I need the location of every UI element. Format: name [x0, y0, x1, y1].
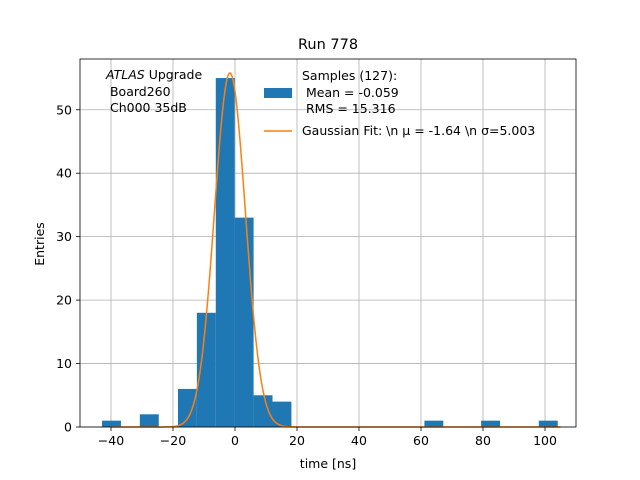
x-tick-label: 40 [351, 433, 367, 448]
chart-title: Run 778 [298, 37, 358, 53]
legend-histogram-line-2: Mean = -0.059 [302, 85, 399, 100]
annotation-line-1: ATLAS Upgrade [105, 67, 202, 82]
x-tick-label: 100 [533, 433, 557, 448]
histogram-bar [234, 217, 254, 427]
annotation-line-2: Board260 [106, 84, 171, 99]
histogram-bar [139, 414, 159, 427]
histogram-bar [196, 312, 216, 427]
x-tick-label: 60 [413, 433, 429, 448]
legend-histogram-line-1: Samples (127): [302, 68, 397, 83]
x-tick-label: −20 [160, 433, 186, 448]
annotation-atlas: ATLAS [105, 67, 145, 82]
atlas-annotation: ATLAS Upgrade Board260 Ch000 35dB [105, 67, 202, 115]
histogram-bar [272, 401, 292, 427]
y-tick-label: 50 [56, 102, 72, 117]
legend: Samples (127): Mean = -0.059 RMS = 15.31… [264, 68, 535, 138]
histogram-bar [538, 420, 558, 427]
y-tick-label: 0 [64, 420, 72, 435]
y-tick-label: 30 [56, 229, 72, 244]
y-tick-label: 40 [56, 166, 72, 181]
histogram-bar [424, 420, 444, 427]
grid-lines [80, 59, 576, 428]
x-tick-label: −40 [98, 433, 124, 448]
legend-histogram-swatch [264, 88, 292, 98]
x-axis-label: time [ns] [300, 456, 356, 471]
histogram-bar [215, 78, 235, 427]
x-tick-label: 20 [289, 433, 305, 448]
annotation-line-3: Ch000 35dB [106, 100, 187, 115]
x-tick-label: 80 [475, 433, 491, 448]
x-tick-label: 0 [231, 433, 239, 448]
histogram-bar [102, 420, 121, 427]
histogram-bar [253, 395, 273, 427]
annotation-upgrade: Upgrade [145, 67, 203, 82]
plot-frame [79, 58, 577, 428]
legend-histogram-line-3: RMS = 15.316 [302, 101, 396, 116]
axis-ticks: −40 −20 0 20 40 60 80 100 0 10 20 30 40 50 [56, 102, 557, 448]
y-tick-label: 10 [56, 356, 72, 371]
legend-fit-label: Gaussian Fit: \n μ = -1.64 \n σ=5.003 [302, 123, 535, 138]
histogram-bar [481, 420, 501, 427]
y-tick-label: 20 [56, 293, 72, 308]
histogram-bar [177, 388, 197, 427]
y-axis-label: Entries [32, 222, 47, 266]
histogram-bars [102, 78, 558, 427]
